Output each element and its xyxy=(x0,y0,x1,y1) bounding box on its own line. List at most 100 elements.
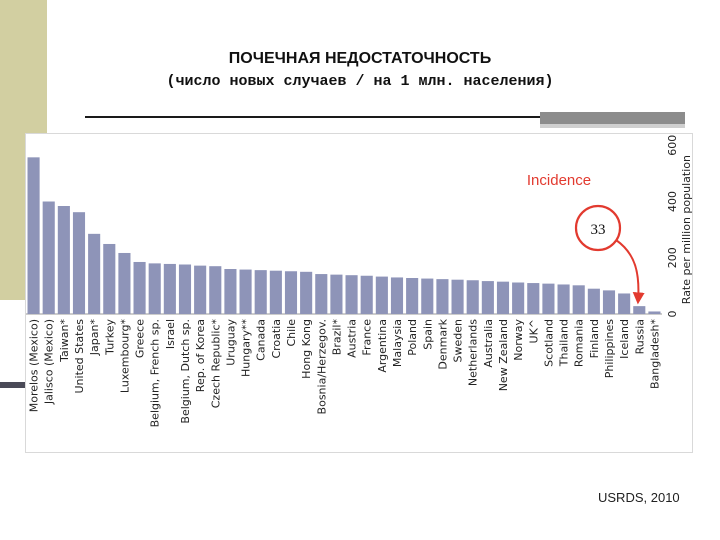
bar xyxy=(133,261,146,314)
incidence-bar-chart: Morelos (Mexico) Jalisco (Mexico) Taiwan* U… xyxy=(25,133,693,453)
bar xyxy=(103,243,116,314)
bar xyxy=(527,283,540,314)
x-tick-label: Canada xyxy=(255,319,268,361)
bar xyxy=(178,264,192,314)
bar xyxy=(618,293,631,314)
bar xyxy=(148,263,161,315)
annotation-circle xyxy=(574,204,622,252)
bar xyxy=(602,290,616,315)
x-tick-label: Croatia xyxy=(270,319,283,359)
x-tick-label: Poland xyxy=(406,319,419,356)
x-tick-label: Morelos (Mexico) xyxy=(28,319,41,412)
x-tick-label: Austria xyxy=(346,319,359,358)
x-tick-label: Taiwan* xyxy=(58,319,71,363)
bar xyxy=(648,311,661,314)
bar xyxy=(481,281,494,314)
x-tick-label: Sweden xyxy=(452,319,465,362)
bar xyxy=(42,201,55,314)
bar xyxy=(345,275,358,314)
x-tick-label: Australia xyxy=(482,319,495,368)
bar xyxy=(254,270,267,315)
annotation-arrow xyxy=(615,239,645,305)
y-tick-label: 200 xyxy=(666,247,679,268)
slide-subtitle: (число новых случаев / на 1 млн. населен… xyxy=(166,73,554,90)
bar xyxy=(421,278,434,314)
source-citation: USRDS, 2010 xyxy=(598,490,680,505)
bar xyxy=(224,269,237,314)
bar xyxy=(118,252,131,314)
x-tick-label: New Zealand xyxy=(497,319,510,391)
x-tick-label: Belgium, Dutch sp. xyxy=(179,319,192,424)
bar xyxy=(406,278,419,314)
x-tick-label: Hungary** xyxy=(240,319,253,377)
x-tick-label: Belgium, French sp. xyxy=(149,319,162,427)
bar xyxy=(163,263,176,314)
bar xyxy=(194,265,207,315)
y-tick-label: 600 xyxy=(666,135,679,156)
bar xyxy=(587,288,600,314)
x-tick-label: Denmark xyxy=(436,318,449,369)
x-tick-label: Rep. of Korea xyxy=(194,319,207,392)
x-tick-label: Bosnia/Herzegov. xyxy=(315,319,328,414)
legend-incidence: Incidence xyxy=(527,172,591,189)
bar xyxy=(269,270,282,314)
annotation-value: 33 xyxy=(591,222,606,238)
bar xyxy=(436,279,449,315)
bar xyxy=(300,271,313,314)
bar xyxy=(88,233,101,314)
slide-title: ПОЧЕЧНАЯ НЕДОСТАТОЧНОСТЬ xyxy=(228,50,492,67)
y-axis-label: Rate per million population xyxy=(680,155,692,304)
x-tick-label: Norway xyxy=(512,319,525,361)
x-tick-label: Russia xyxy=(633,319,646,354)
title-divider xyxy=(85,116,580,118)
x-tick-label: Japan* xyxy=(88,319,101,357)
bar xyxy=(451,279,464,314)
bar xyxy=(542,283,555,315)
x-tick-label: Argentina xyxy=(376,319,389,373)
bar xyxy=(239,269,252,314)
bar xyxy=(330,274,343,315)
x-tick-label: Chile xyxy=(285,319,298,347)
bar xyxy=(27,157,40,314)
bar xyxy=(496,281,510,314)
x-tick-label: Jalisco (Mexico) xyxy=(43,319,56,405)
x-tick-label: Uruguay xyxy=(224,319,237,366)
x-tick-label: Netherlands xyxy=(467,319,480,386)
x-tick-label: Bangladesh* xyxy=(648,319,661,389)
x-tick-label: Scotland xyxy=(542,319,555,367)
divider-accent-block xyxy=(540,112,685,125)
bar xyxy=(284,271,298,314)
x-tick-label: Romania xyxy=(573,319,586,367)
bar xyxy=(209,266,222,314)
bar xyxy=(315,274,328,314)
bar xyxy=(557,284,570,314)
x-tick-label: Philippines xyxy=(603,319,616,379)
x-tick-label: Israel xyxy=(164,319,177,349)
bar xyxy=(375,276,388,314)
y-tick-label: 0 xyxy=(666,311,679,318)
bar xyxy=(633,306,646,315)
x-tick-label: Greece xyxy=(134,319,147,358)
x-tick-label: France xyxy=(361,319,374,356)
bar xyxy=(512,282,525,314)
x-tick-label: Hong Kong xyxy=(300,319,313,379)
bar xyxy=(466,280,479,314)
x-tick-label: Turkey xyxy=(103,319,116,356)
x-tick-label: Thailand xyxy=(558,319,571,367)
y-tick-label: 400 xyxy=(666,191,679,212)
x-tick-label: Malaysia xyxy=(391,319,404,367)
x-tick-label: UK^ xyxy=(527,319,540,343)
x-tick-label: Luxembourg* xyxy=(118,319,131,394)
bar xyxy=(360,275,373,314)
bar xyxy=(572,285,585,314)
x-tick-label: Finland xyxy=(588,319,601,358)
bar xyxy=(72,212,86,314)
annotation-russia: 33 xyxy=(574,204,645,305)
x-tick-label: Iceland xyxy=(618,319,631,359)
x-tick-label: Spain xyxy=(421,319,434,350)
bar xyxy=(390,277,404,314)
x-tick-label: Brazil* xyxy=(330,319,343,356)
divider-accent-shade xyxy=(540,124,685,128)
x-tick-label: Czech Republic* xyxy=(209,319,222,409)
left-decor-mark xyxy=(0,382,25,388)
